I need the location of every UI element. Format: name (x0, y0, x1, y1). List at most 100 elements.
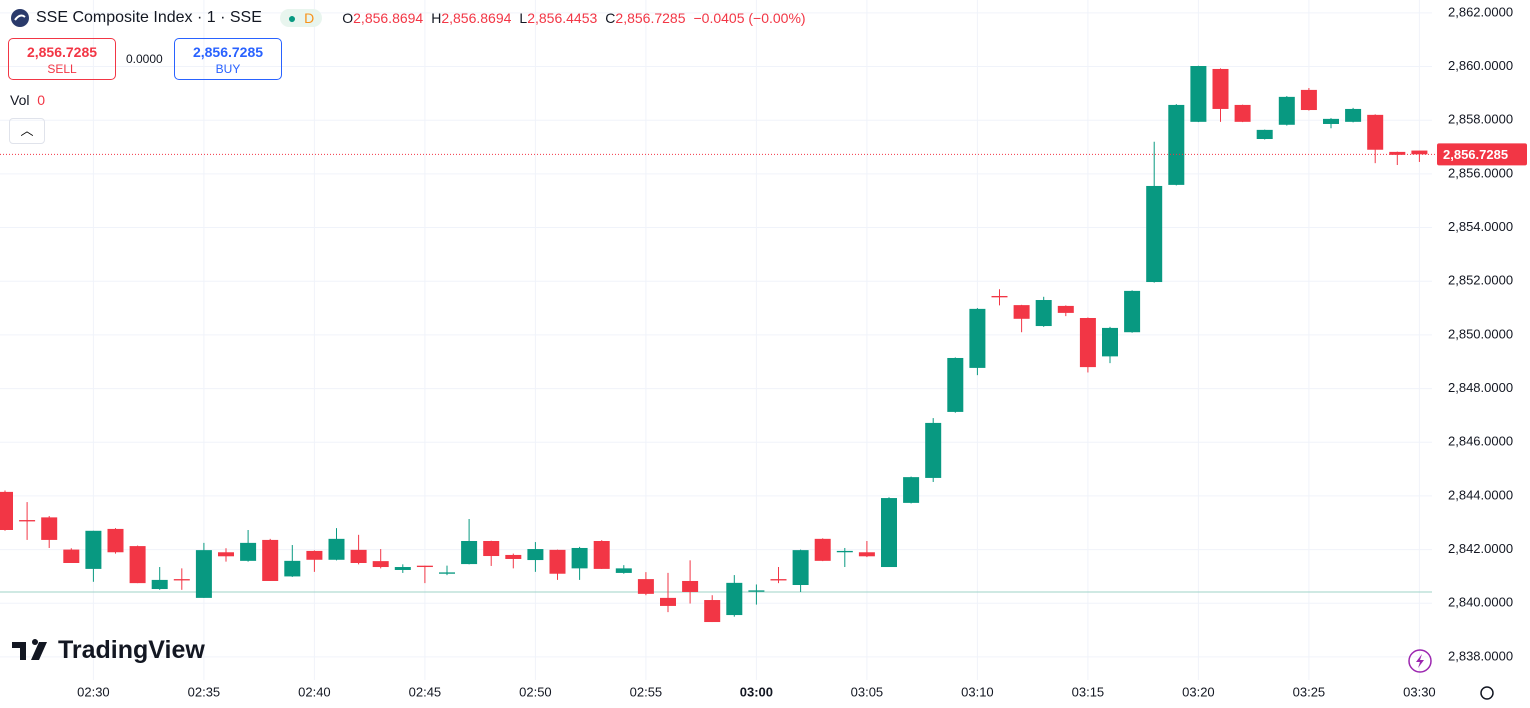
candle (1323, 118, 1339, 129)
candle (925, 418, 942, 482)
ohlc-value: 2,856.8694 (441, 10, 512, 26)
x-tick-label: 03:10 (961, 684, 994, 699)
candle (1146, 141, 1163, 283)
candle (814, 538, 831, 562)
candle-body (726, 582, 743, 616)
x-tick-label: 02:35 (188, 684, 221, 699)
candle (637, 572, 654, 596)
ohlc-label: H (431, 10, 442, 26)
volume-value: 0 (37, 92, 46, 108)
candle-body (284, 560, 301, 577)
x-tick-label: 03:00 (740, 684, 773, 699)
candle (107, 528, 124, 554)
candle-body (505, 554, 522, 559)
y-tick-label: 2,854.0000 (1448, 219, 1513, 234)
badge-text: D (304, 10, 315, 26)
change: −0.0405 (−0.00%) (693, 10, 806, 26)
candle (129, 545, 146, 584)
legend-header: SSE Composite Index · 1 · SSE ● D O2,856… (10, 8, 806, 28)
candle-body (792, 550, 809, 586)
candle (858, 540, 875, 558)
candle-body (41, 517, 58, 540)
candle (173, 568, 190, 590)
brand-logo (12, 638, 47, 660)
buy-price: 2,856.7285 (192, 44, 264, 60)
y-tick-label: 2,846.0000 (1448, 434, 1513, 449)
volume-label: Vol (10, 92, 30, 108)
volume: Vol 0 (10, 92, 45, 108)
candle (1389, 151, 1406, 166)
alert-bolt (1416, 654, 1424, 668)
buy-button[interactable]: 2,856.7285 BUY (174, 38, 282, 80)
y-tick-label: 2,858.0000 (1448, 112, 1513, 127)
candle (505, 553, 522, 569)
candle (660, 572, 676, 613)
candle (726, 575, 743, 617)
candle-body (1057, 305, 1074, 313)
sell-button[interactable]: 2,856.7285 SELL (8, 38, 116, 80)
candle (63, 548, 80, 563)
y-tick-label: 2,838.0000 (1448, 648, 1513, 663)
candle (1300, 88, 1317, 111)
candle-body (969, 308, 986, 368)
candle-body (637, 579, 654, 594)
collapse-button[interactable]: ︿ (9, 118, 45, 144)
sell-label: SELL (47, 62, 77, 76)
ohlc-label: O (342, 10, 354, 26)
candle-body (218, 552, 234, 557)
x-tick-label: 03:05 (851, 684, 884, 699)
candle-body (1168, 104, 1185, 185)
candle-body (1146, 185, 1163, 283)
candle-body (748, 590, 765, 592)
candle (350, 534, 367, 565)
y-tick-label: 2,842.0000 (1448, 541, 1513, 556)
candle (527, 542, 544, 572)
candle (1212, 68, 1229, 122)
buy-label: BUY (215, 62, 241, 76)
x-tick-label: 03:25 (1293, 684, 1326, 699)
candle-body (1212, 68, 1229, 109)
candle (0, 490, 13, 531)
spread: 0.0000 (126, 52, 163, 66)
brand-name: TradingView (58, 636, 205, 664)
candle (85, 530, 102, 582)
candle-body (85, 530, 102, 569)
candle (549, 549, 566, 580)
candle-body (1102, 327, 1118, 357)
candle-body (903, 477, 920, 503)
candle-body (836, 550, 853, 553)
candle (19, 502, 36, 540)
symbol[interactable]: SSE Composite Index · 1 · SSE (36, 9, 262, 26)
candle-body (1124, 290, 1141, 333)
candle (195, 542, 212, 598)
candle (306, 550, 323, 572)
ohlc: O2,856.8694 H2,856.8694 L2,856.4453 C2,856.… (342, 10, 693, 26)
candle (328, 528, 345, 561)
candle-body (1079, 317, 1096, 368)
candle (1256, 129, 1273, 140)
x-tick-label: 03:15 (1072, 684, 1105, 699)
candle (439, 565, 455, 576)
candle-body (858, 552, 875, 557)
candle-body (328, 538, 345, 560)
candle (1168, 104, 1185, 186)
candle-body (991, 295, 1008, 298)
candle-body (372, 561, 389, 568)
y-tick-label: 2,856.0000 (1448, 165, 1513, 180)
candle (704, 595, 721, 623)
candle (947, 357, 964, 413)
candle-body (660, 597, 676, 606)
symbol-logo (11, 9, 29, 27)
ohlc-label: L (519, 10, 528, 26)
candle (1411, 150, 1428, 162)
candle (41, 516, 58, 548)
candle (1124, 290, 1141, 333)
ohlc-label: C (605, 10, 616, 26)
candle-body (151, 579, 168, 590)
candle-body (129, 546, 146, 584)
candle-body (1323, 118, 1339, 124)
candle (615, 565, 632, 574)
candle-body (1367, 114, 1384, 150)
candle (770, 567, 787, 584)
